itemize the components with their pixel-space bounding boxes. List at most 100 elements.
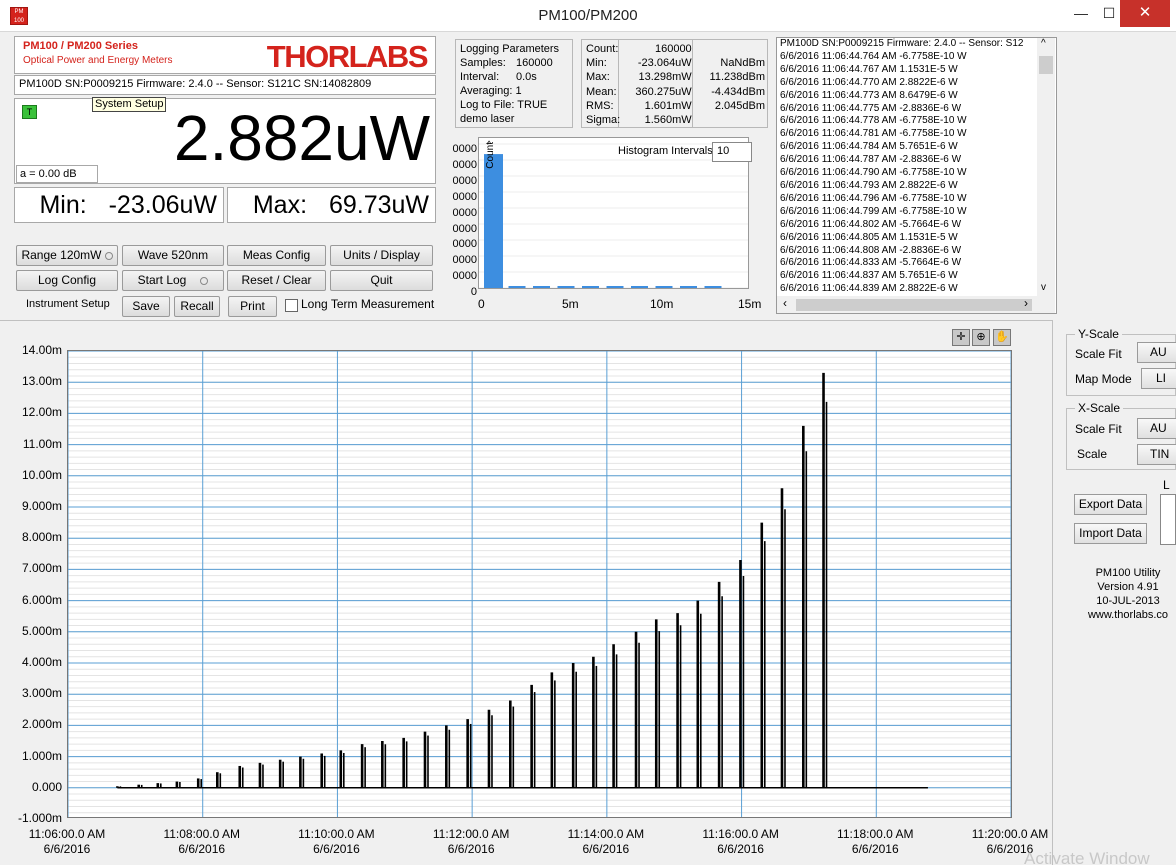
chevron-up-icon: ^ bbox=[487, 139, 492, 149]
x-tick-time: 11:16:00.0 AM bbox=[702, 827, 779, 841]
stats-label: Max: bbox=[586, 71, 610, 84]
recall-button[interactable]: Recall bbox=[174, 296, 220, 317]
log-line[interactable]: 6/6/2016 11:06:44.781 AM -6.7758E-10 W bbox=[780, 128, 967, 140]
activate-windows-watermark: Activate Window bbox=[1024, 849, 1150, 865]
scroll-up-icon[interactable]: ^ bbox=[1041, 38, 1046, 49]
log-line[interactable]: 6/6/2016 11:06:44.778 AM -6.7758E-10 W bbox=[780, 115, 967, 127]
y-tick-label: -1.000m bbox=[17, 811, 62, 825]
y-tick-label: 2.000m bbox=[21, 717, 62, 732]
x-tick-time: 11:08:00.0 AM bbox=[163, 827, 240, 841]
wave-button[interactable]: Wave 520nm bbox=[122, 245, 224, 266]
stats-row: Count: 160000 bbox=[584, 42, 767, 56]
print-button[interactable]: Print bbox=[228, 296, 277, 317]
close-button[interactable]: ✕ bbox=[1120, 0, 1170, 27]
log-horizontal-thumb[interactable] bbox=[796, 299, 1032, 311]
stats-dbm bbox=[694, 42, 767, 56]
log-line[interactable]: 6/6/2016 11:06:44.787 AM -2.8836E-6 W bbox=[780, 154, 962, 166]
y-tick-label: 8.000m bbox=[21, 530, 62, 545]
maximize-button[interactable]: ☐ bbox=[1102, 5, 1116, 21]
log-vertical-thumb[interactable] bbox=[1039, 56, 1053, 74]
series-title: PM100 / PM200 Series bbox=[23, 40, 138, 52]
log-line[interactable]: 6/6/2016 11:06:44.799 AM -6.7758E-10 W bbox=[780, 205, 967, 217]
stats-label: Min: bbox=[586, 57, 607, 70]
log-line[interactable]: 6/6/2016 11:06:44.796 AM -6.7758E-10 W bbox=[780, 192, 967, 204]
histogram-y-tick: 0000 bbox=[452, 143, 477, 155]
device-info: PM100D SN:P0009215 Firmware: 2.4.0 -- Se… bbox=[14, 75, 436, 95]
log-name-text: demo laser bbox=[460, 113, 515, 125]
x-tick-label: 11:20:00.0 AM 6/6/2016 bbox=[960, 827, 1060, 857]
log-line[interactable]: 6/6/2016 11:06:44.793 AM 2.8822E-6 W bbox=[780, 179, 958, 191]
log-line[interactable]: 6/6/2016 11:06:44.784 AM 5.7651E-6 W bbox=[780, 141, 958, 153]
export-data-button[interactable]: Export Data bbox=[1074, 494, 1147, 515]
quit-button[interactable]: Quit bbox=[330, 270, 433, 291]
log-line[interactable]: 6/6/2016 11:06:44.770 AM 2.8822E-6 W bbox=[780, 76, 958, 88]
power-plot[interactable] bbox=[67, 350, 1012, 818]
histogram-y-tick: 0000 bbox=[452, 174, 477, 187]
x-scale-title: X-Scale bbox=[1075, 401, 1124, 415]
log-vertical-scrollbar[interactable] bbox=[1037, 38, 1055, 296]
histogram-y-tick: 0000 bbox=[452, 238, 477, 251]
log-line[interactable]: 6/6/2016 11:06:44.764 AM -6.7758E-10 W bbox=[780, 50, 967, 62]
scroll-left-icon[interactable]: ‹ bbox=[783, 296, 787, 310]
start-log-button[interactable]: Start Log bbox=[122, 270, 224, 291]
interval-value: 0.0s bbox=[516, 71, 537, 83]
averaging-text: Averaging: 1 bbox=[460, 85, 522, 97]
side-box[interactable] bbox=[1160, 494, 1176, 545]
y-tick-label: 12.00m bbox=[21, 405, 62, 420]
meas-config-button[interactable]: Meas Config bbox=[227, 245, 326, 266]
x-tick-time: 11:12:00.0 AM bbox=[432, 827, 510, 841]
log-line[interactable]: 6/6/2016 11:06:44.790 AM -6.7758E-10 W bbox=[780, 167, 967, 179]
import-data-button[interactable]: Import Data bbox=[1074, 523, 1147, 544]
x-scale-button[interactable]: TIN bbox=[1137, 444, 1176, 465]
log-list[interactable]: PM100D SN:P0009215 Firmware: 2.4.0 -- Se… bbox=[776, 37, 1057, 314]
log-line[interactable]: 6/6/2016 11:06:44.837 AM 5.7651E-6 W bbox=[780, 270, 958, 282]
log-config-button[interactable]: Log Config bbox=[16, 270, 118, 291]
y-tick-label: 6.000m bbox=[21, 592, 62, 607]
zoom-icon[interactable]: ⊕ bbox=[972, 329, 990, 346]
about-date: 10-JUL-2013 bbox=[1096, 595, 1160, 607]
histogram-bar bbox=[631, 286, 648, 288]
log-line[interactable]: 6/6/2016 11:06:44.805 AM 1.1531E-5 W bbox=[780, 231, 958, 243]
stats-w: 160000 bbox=[654, 43, 692, 55]
log-line[interactable]: 6/6/2016 11:06:44.839 AM 2.8822E-6 W bbox=[780, 283, 958, 295]
tooltip-system-setup: System Setup bbox=[92, 97, 167, 112]
max-value: 69.73uW bbox=[328, 191, 429, 219]
y-tick-label: 0.000 bbox=[31, 779, 62, 794]
scroll-down-icon[interactable]: v bbox=[1041, 282, 1046, 293]
x-tick-time: 11:10:00.0 AM bbox=[298, 827, 375, 841]
long-term-checkbox[interactable] bbox=[285, 299, 298, 312]
log-line[interactable]: 6/6/2016 11:06:44.802 AM -5.7664E-6 W bbox=[780, 218, 962, 230]
range-button[interactable]: Range 120mW bbox=[16, 245, 118, 266]
log-header-line[interactable]: PM100D SN:P0009215 Firmware: 2.4.0 -- Se… bbox=[780, 38, 1024, 49]
log-line[interactable]: 6/6/2016 11:06:44.833 AM -5.7664E-6 W bbox=[780, 257, 962, 269]
y-scale-fit-button[interactable]: AU bbox=[1137, 342, 1176, 363]
cursor-icon[interactable]: ✛ bbox=[952, 329, 970, 346]
scroll-right-icon[interactable]: › bbox=[1024, 296, 1028, 310]
histogram-intervals-input[interactable]: 10 bbox=[712, 142, 752, 162]
attenuation-field[interactable]: a = 0.00 dB bbox=[16, 165, 98, 183]
l-label: L bbox=[1163, 478, 1170, 492]
x-tick-time: 11:20:00.0 AM bbox=[971, 827, 1049, 841]
save-button[interactable]: Save bbox=[122, 296, 170, 317]
pan-icon[interactable]: ✋ bbox=[993, 329, 1011, 346]
x-tick-label: 11:12:00.0 AM 6/6/2016 bbox=[421, 827, 521, 857]
log-line[interactable]: 6/6/2016 11:06:44.808 AM -2.8836E-6 W bbox=[780, 244, 962, 256]
histogram-x-tick: 5m bbox=[562, 297, 579, 311]
log-line[interactable]: 6/6/2016 11:06:44.767 AM 1.1531E-5 W bbox=[780, 63, 958, 75]
x-tick-label: 11:10:00.0 AM 6/6/2016 bbox=[286, 827, 386, 857]
statistics-panel: Count: 160000 Min: -23.064uW NaNdBm Max: 13.29… bbox=[581, 39, 768, 128]
max-display: Max: 69.73uW bbox=[227, 187, 436, 223]
x-scale-fit-button[interactable]: AU bbox=[1137, 418, 1176, 439]
histogram-bar bbox=[508, 286, 526, 288]
map-mode-button[interactable]: LI bbox=[1141, 368, 1176, 389]
units-display-button[interactable]: Units / Display bbox=[330, 245, 433, 266]
minimize-button[interactable]: — bbox=[1074, 5, 1088, 21]
reset-clear-button[interactable]: Reset / Clear bbox=[227, 270, 326, 291]
log-line[interactable]: 6/6/2016 11:06:44.773 AM 8.6479E-6 W bbox=[780, 89, 958, 101]
histogram-x-tick: 0 bbox=[478, 297, 485, 311]
log-line[interactable]: 6/6/2016 11:06:44.775 AM -2.8836E-6 W bbox=[780, 102, 962, 114]
x-scale-label: Scale bbox=[1077, 447, 1108, 461]
trigger-badge[interactable]: T bbox=[22, 105, 37, 119]
map-mode-label: Map Mode bbox=[1075, 372, 1132, 386]
stats-dbm: -4.434dBm bbox=[711, 85, 765, 98]
